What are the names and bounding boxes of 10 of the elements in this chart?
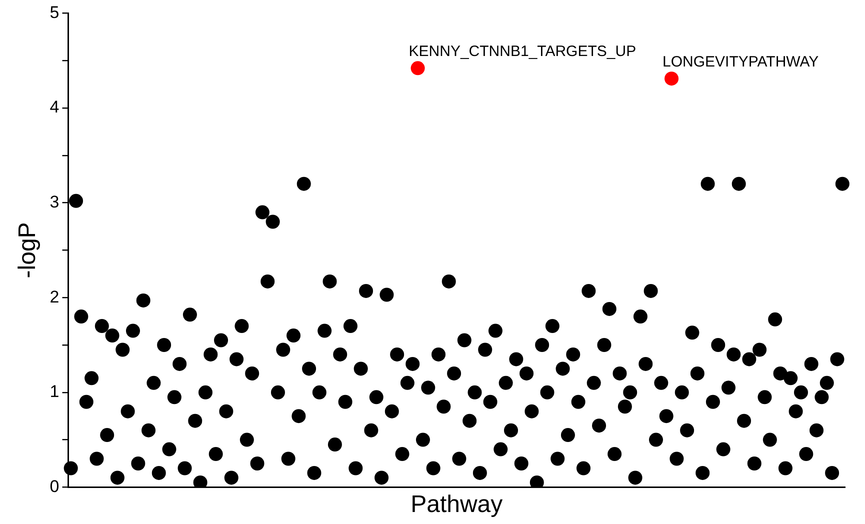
y-tick-label: 4 bbox=[50, 98, 60, 117]
y-tick-label: 0 bbox=[50, 476, 60, 496]
y-tick-label: 1 bbox=[50, 382, 60, 402]
data-label: KENNY_CTNNB1_TARGETS_UP bbox=[408, 42, 636, 60]
y-tick-label: 3 bbox=[50, 192, 60, 212]
data-label: LONGEVITYPATHWAY bbox=[662, 53, 819, 70]
x-axis-title: Pathway bbox=[410, 491, 503, 518]
y-tick-label: 2 bbox=[50, 287, 60, 306]
y-tick-label: 5 bbox=[50, 2, 60, 22]
y-axis-title: -logP bbox=[14, 222, 42, 278]
